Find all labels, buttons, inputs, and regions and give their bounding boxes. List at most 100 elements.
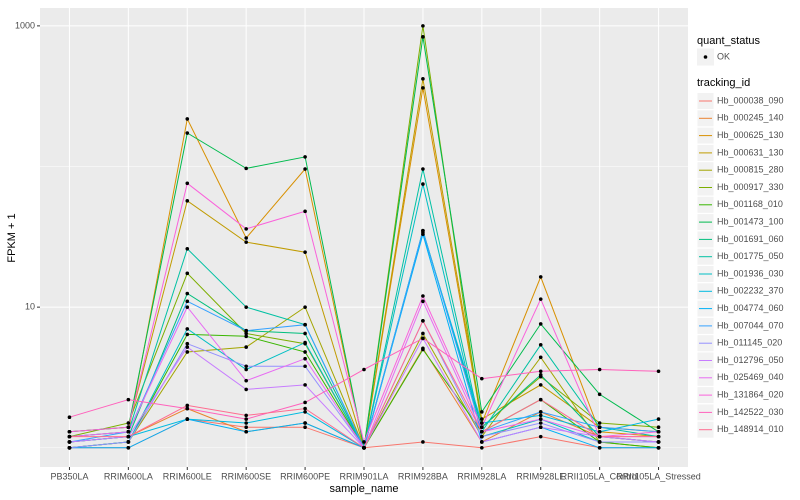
point — [303, 356, 307, 361]
point — [185, 327, 190, 331]
point — [538, 275, 543, 279]
legend-label: Hb_001473_100 — [717, 216, 784, 226]
x-tick-label: RRII105LA_Stressed — [616, 471, 701, 481]
x-tick-label: RRIM928LA — [457, 471, 506, 481]
point — [67, 434, 72, 439]
legend-label: Hb_001691_060 — [717, 234, 784, 244]
legend-label: Hb_002232_370 — [717, 286, 784, 296]
x-axis-title: sample_name — [329, 483, 398, 495]
point — [421, 228, 425, 233]
legend-label: Hb_007044_070 — [717, 320, 784, 330]
point — [597, 440, 602, 444]
point — [185, 181, 190, 186]
point — [421, 232, 425, 237]
point — [538, 425, 543, 430]
point — [185, 403, 190, 408]
point — [303, 410, 307, 414]
point — [362, 367, 366, 372]
point — [303, 350, 307, 354]
legend-label: Hb_000631_130 — [717, 147, 784, 157]
point — [67, 445, 72, 450]
point — [421, 318, 425, 323]
point — [244, 331, 248, 336]
point — [303, 305, 307, 309]
point — [185, 305, 190, 309]
point — [597, 445, 602, 450]
point — [421, 440, 425, 444]
legend-label: Hb_000815_280 — [717, 165, 784, 175]
point — [421, 331, 425, 336]
point — [244, 305, 248, 309]
legend-label: Hb_004774_060 — [717, 303, 784, 313]
point — [126, 425, 131, 430]
x-tick-label: RRIM600LA — [104, 471, 153, 481]
point — [244, 417, 248, 421]
point — [480, 417, 484, 421]
point — [185, 299, 190, 304]
legend-label: OK — [717, 51, 730, 61]
point — [303, 406, 307, 411]
point — [303, 322, 307, 327]
point — [126, 397, 131, 402]
point — [303, 400, 307, 405]
point — [185, 291, 190, 296]
point — [303, 167, 307, 171]
point — [480, 440, 484, 444]
point — [244, 236, 248, 240]
point — [185, 406, 190, 411]
point — [126, 421, 131, 425]
point — [244, 421, 248, 425]
point — [597, 425, 602, 430]
legend-label: Hb_001775_050 — [717, 251, 784, 261]
legend-label: Hb_025469_040 — [717, 372, 784, 382]
x-tick-label: RRIM600PE — [280, 471, 330, 481]
point — [421, 182, 425, 186]
point — [244, 345, 248, 349]
point — [597, 429, 602, 434]
point — [362, 445, 366, 450]
point — [244, 429, 248, 434]
point — [421, 347, 425, 352]
point — [303, 425, 307, 430]
point — [185, 131, 190, 135]
legend-label: Hb_000038_090 — [717, 95, 784, 105]
point — [656, 369, 661, 374]
point — [421, 24, 425, 28]
legend-label: Hb_001936_030 — [717, 268, 784, 278]
legend-label: Hb_011145_020 — [717, 338, 782, 348]
point — [597, 367, 602, 372]
x-tick-label: RRIM600SE — [221, 471, 271, 481]
point — [538, 410, 543, 414]
point — [303, 250, 307, 254]
legend-label: Hb_001168_010 — [717, 199, 783, 209]
point — [538, 397, 543, 402]
legend-title: quant_status — [697, 35, 760, 47]
point — [480, 434, 484, 439]
point — [244, 227, 248, 231]
point — [244, 367, 248, 372]
point — [538, 413, 543, 418]
point — [480, 429, 484, 434]
point — [538, 369, 543, 374]
point — [185, 417, 190, 421]
x-tick-label: RRIM928LE — [516, 471, 565, 481]
point — [303, 364, 307, 369]
point — [538, 322, 543, 326]
y-tick-label: 10 — [25, 302, 35, 312]
point — [244, 387, 248, 392]
legend-label: Hb_142522_030 — [717, 407, 784, 417]
legend-label: Hb_148914_010 — [717, 424, 784, 434]
point — [538, 297, 543, 301]
point — [244, 166, 248, 171]
point — [244, 334, 248, 339]
point — [538, 342, 543, 347]
point — [421, 336, 425, 341]
x-tick-label: RRIM600LE — [163, 471, 212, 481]
point — [538, 373, 543, 377]
point — [421, 77, 425, 81]
point — [185, 345, 190, 349]
point — [185, 271, 190, 276]
point — [421, 35, 425, 39]
point — [303, 331, 307, 336]
